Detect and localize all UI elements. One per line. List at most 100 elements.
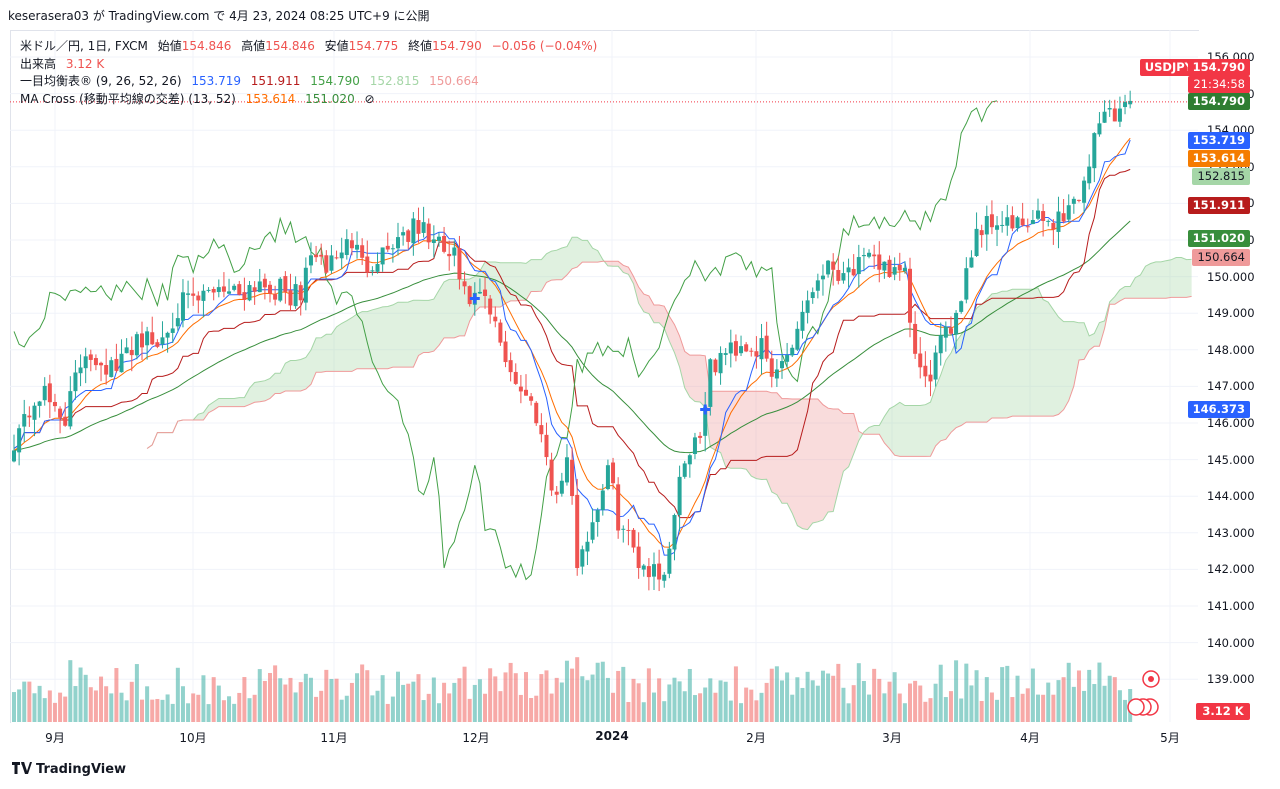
candle-body: [406, 230, 411, 242]
candle-body: [554, 491, 559, 495]
candle-body: [186, 293, 191, 295]
candle-body: [483, 289, 488, 297]
candle-body: [58, 408, 63, 418]
volume-bar: [621, 666, 626, 722]
candle-body: [78, 367, 83, 374]
candle-body: [984, 216, 989, 235]
candle-body: [698, 435, 703, 438]
publish-header: keserasera03 が TradingView.com で 4月 23, …: [8, 9, 430, 23]
volume-bar: [114, 668, 119, 722]
volume-bar: [467, 698, 472, 722]
volume-bar: [180, 686, 185, 722]
candle-body: [99, 362, 104, 366]
volume-bar: [58, 692, 63, 722]
candle-body: [390, 248, 395, 250]
hidden-icon[interactable]: ⊘: [364, 91, 375, 106]
candle-body: [498, 322, 503, 343]
volume-label[interactable]: 出来高: [20, 56, 57, 71]
tradingview-brand[interactable]: TradingView: [12, 762, 126, 777]
candle-body: [1097, 123, 1102, 135]
volume-bar: [595, 662, 600, 722]
candle-body: [1076, 199, 1081, 201]
volume-bar: [687, 668, 692, 722]
open-label: 始値: [157, 39, 182, 53]
tenkan-value: 153.719: [191, 74, 241, 88]
candle-body: [764, 335, 769, 359]
volume-bar: [273, 665, 278, 722]
volume-bar: [918, 685, 923, 722]
volume-bar: [124, 700, 129, 722]
volume-bar: [923, 701, 928, 722]
close-value: 154.790: [432, 39, 482, 53]
low-value: 154.775: [348, 39, 399, 53]
symbol-tag: USDJPY: [1139, 59, 1198, 76]
candle-body: [836, 269, 841, 281]
candle-body: [575, 494, 580, 569]
volume-bar: [933, 683, 938, 722]
candle-body: [227, 291, 232, 294]
candle-body: [134, 334, 139, 356]
volume-bar: [534, 695, 539, 722]
candle-body: [104, 365, 109, 375]
volume-bar: [447, 693, 452, 722]
candle-body: [744, 344, 749, 352]
time-axis-tick: 12月: [462, 731, 490, 745]
volume-bar: [360, 664, 365, 722]
volume-bar: [472, 684, 477, 722]
span-a-line: [146, 236, 1192, 531]
candle-body: [268, 284, 272, 294]
volume-bar: [856, 663, 861, 722]
candle-body: [411, 218, 416, 244]
volume-bar: [611, 692, 616, 722]
volume-bar: [42, 698, 47, 722]
volume-bar: [626, 702, 631, 722]
candle-body: [339, 252, 344, 259]
volume-bar: [759, 692, 764, 722]
cross-level-tag: 146.373: [1187, 401, 1250, 418]
volume-bar: [401, 684, 406, 722]
volume-bar: [477, 679, 482, 722]
ma-fast-tag: 153.614: [1187, 150, 1250, 167]
volume-bar: [585, 680, 590, 722]
volume-bar: [1051, 694, 1056, 722]
price-axis-tick: 148.000: [1207, 342, 1255, 357]
candle-body: [549, 459, 554, 491]
candle-body: [308, 255, 313, 266]
volume-bar: [411, 681, 416, 722]
volume-bar: [1092, 684, 1097, 722]
candle-body: [964, 268, 969, 300]
volume-bar: [877, 678, 882, 722]
volume-bar: [539, 674, 544, 722]
volume-bar: [252, 694, 257, 722]
volume-bar: [872, 668, 877, 722]
volume-bar: [227, 696, 232, 722]
volume-bar: [1082, 690, 1087, 722]
candle-body: [1107, 108, 1112, 110]
symbol-label[interactable]: 米ドル／円, 1日, FXCM: [20, 39, 148, 53]
volume-bar: [339, 699, 344, 722]
volume-bar: [836, 663, 841, 722]
candle-body: [564, 457, 569, 483]
volume-bar: [17, 689, 22, 722]
volume-bar: [908, 683, 912, 722]
candle-body: [431, 239, 436, 244]
volume-bar: [462, 666, 467, 722]
volume-bar: [390, 696, 395, 722]
ma-cross-label[interactable]: MA Cross (移動平均線の交差) (13, 52): [20, 91, 236, 106]
ichimoku-label[interactable]: 一目均衡表® (9, 26, 52, 26): [20, 74, 182, 88]
chart-pane[interactable]: [10, 30, 1199, 723]
volume-bar: [1107, 675, 1112, 722]
volume-bar: [795, 677, 800, 722]
candle-body: [959, 301, 964, 312]
volume-bar: [150, 699, 155, 722]
candle-body: [851, 268, 856, 276]
candle-body: [303, 267, 308, 303]
volume-bar: [554, 677, 559, 722]
volume-bar: [257, 669, 262, 722]
candle-body: [452, 247, 457, 256]
candle-body: [524, 389, 528, 396]
legend-ichimoku-row: 一目均衡表® (9, 26, 52, 26) 153.719 151.911 1…: [20, 73, 603, 91]
volume-bar: [283, 684, 288, 722]
candle-body: [815, 280, 820, 291]
